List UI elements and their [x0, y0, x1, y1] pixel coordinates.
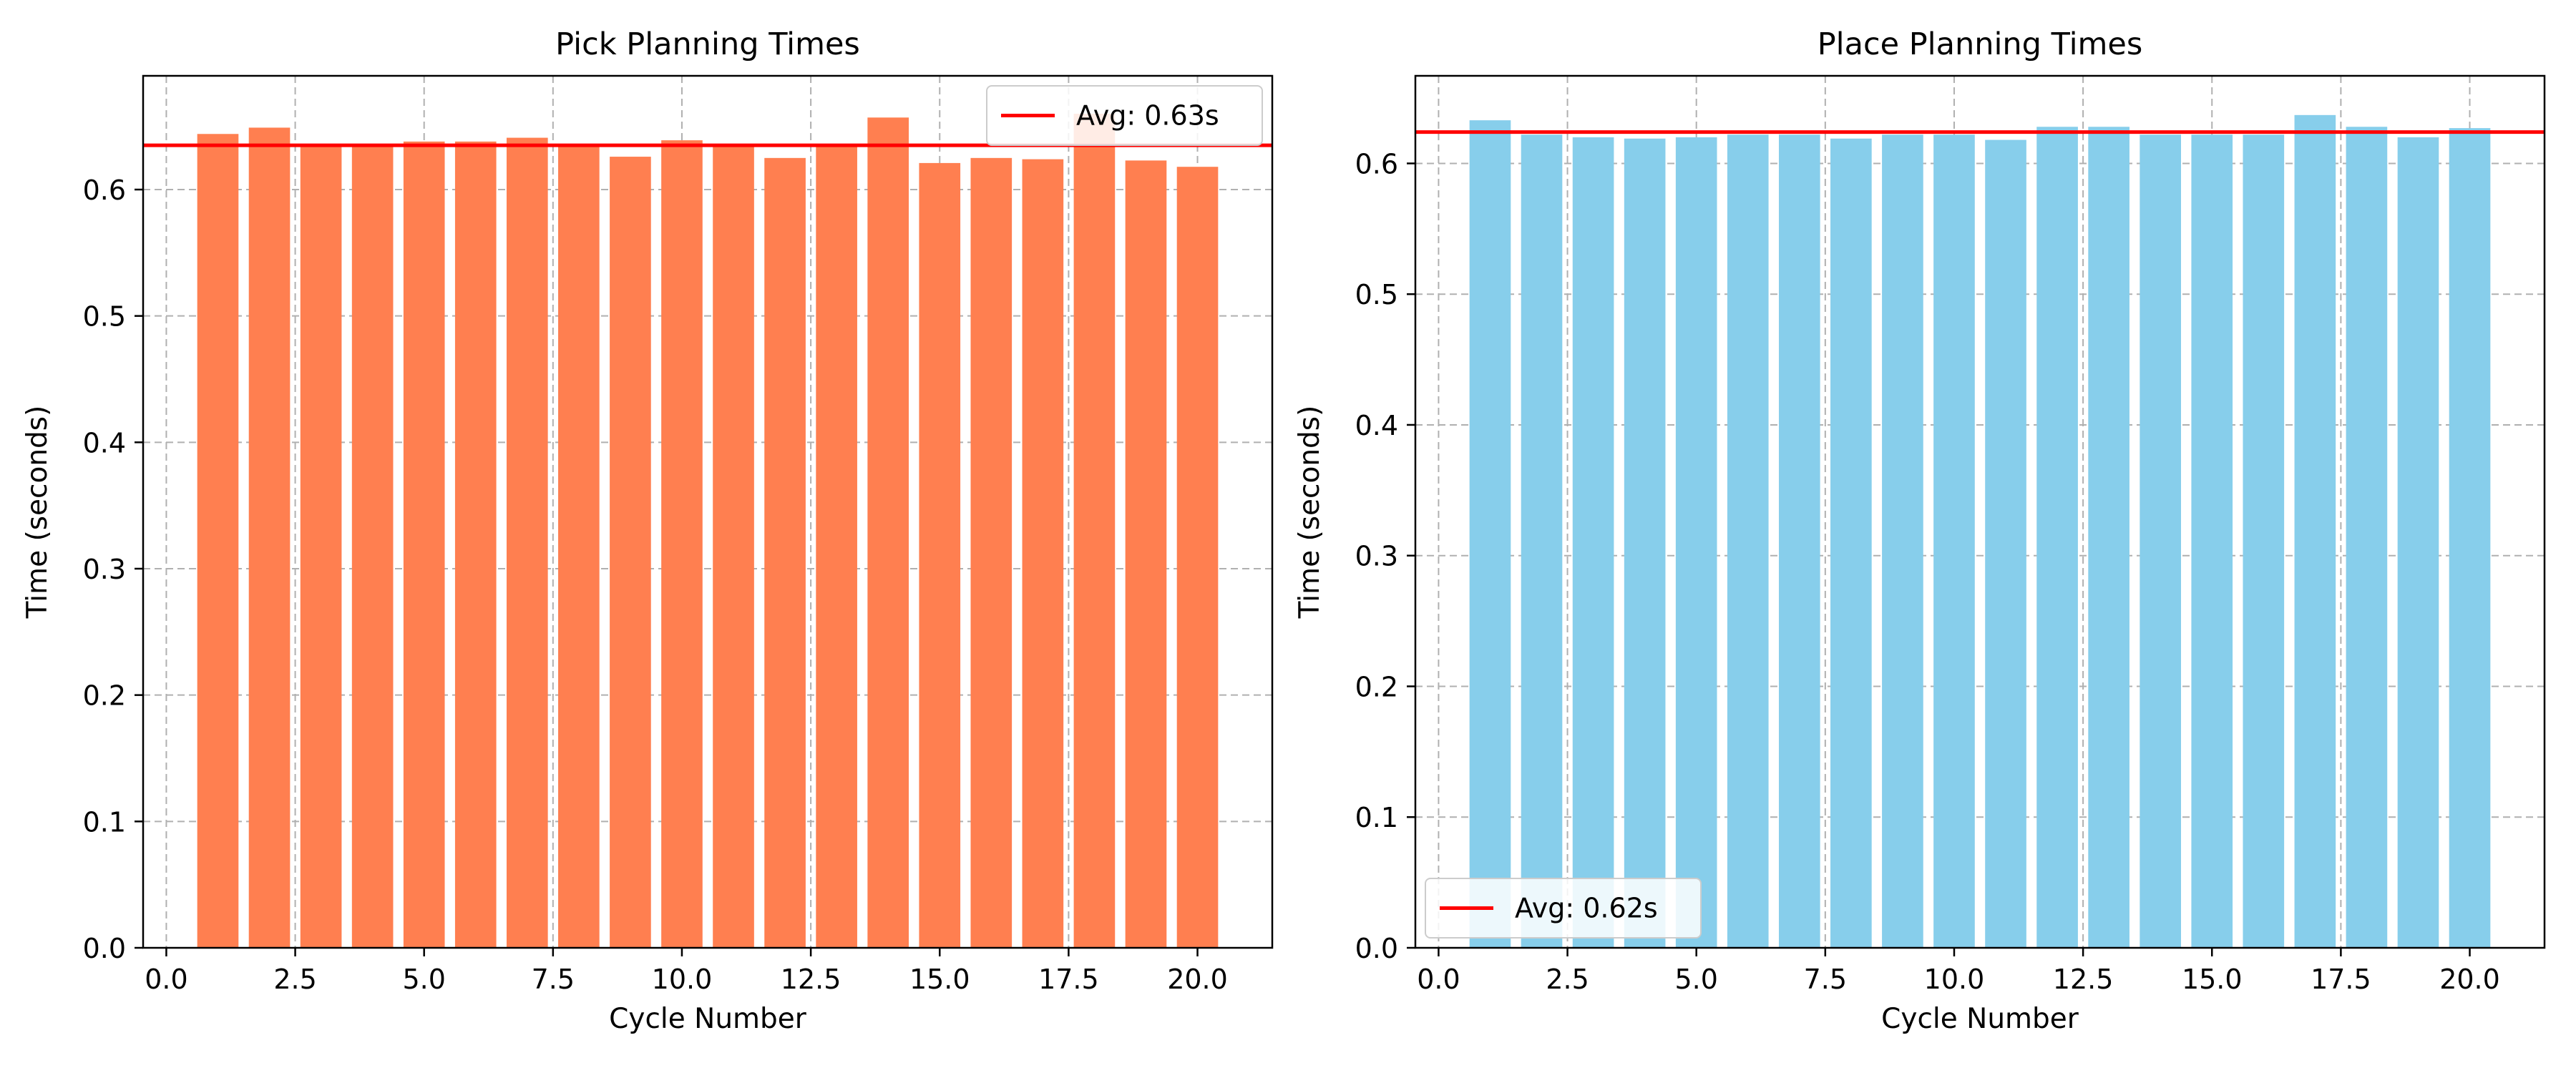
x-axis-label: Cycle Number [1881, 1003, 2079, 1035]
bar [2397, 137, 2439, 949]
bar [1022, 159, 1064, 949]
x-tick-label: 10.0 [1924, 964, 1985, 995]
y-tick-label: 0.4 [1355, 410, 1398, 441]
bar [300, 144, 342, 948]
y-tick-label: 0.1 [83, 806, 126, 838]
x-tick-label: 15.0 [2182, 964, 2243, 995]
legend-label: Avg: 0.62s [1515, 893, 1658, 924]
y-tick-label: 0.3 [1355, 541, 1398, 572]
x-tick-label: 0.0 [145, 964, 187, 995]
bar [1572, 137, 1614, 949]
legend: Avg: 0.63s [986, 85, 1263, 146]
plot-area: 0.0 2.5 5.0 7.5 10.0 12.5 15.0 17.5 20.0 0.0 0.1 0.… [1355, 74, 2546, 995]
bar [506, 137, 548, 949]
legend: Avg: 0.62s [1425, 878, 1702, 939]
x-axis-label: Cycle Number [609, 1003, 807, 1035]
bar [2449, 128, 2491, 948]
bar [1624, 138, 1666, 949]
bar [1727, 134, 1769, 949]
bar [2036, 127, 2078, 948]
bar [2346, 127, 2388, 948]
bar [1882, 134, 1923, 949]
bar [970, 157, 1013, 948]
bar [197, 134, 239, 949]
bar [1830, 138, 1872, 949]
y-tick-label: 0.4 [83, 427, 126, 459]
bar [919, 162, 961, 948]
x-tick-label: 5.0 [402, 964, 445, 995]
pick-planning-chart: Pick Planning Times Cycle Number Time (s… [21, 26, 1274, 1035]
x-tick-label: 17.5 [1038, 964, 1099, 995]
bar [867, 117, 909, 948]
bar [2294, 114, 2336, 948]
axes-frame [1414, 74, 2546, 949]
bar [558, 145, 600, 949]
bar [1176, 167, 1219, 949]
x-tick-label: 12.5 [781, 964, 841, 995]
legend-box [986, 85, 1263, 146]
bar [454, 141, 497, 948]
x-tick-label: 12.5 [2053, 964, 2114, 995]
bar [1073, 114, 1116, 948]
bar [661, 140, 703, 949]
plot-area: 0.0 2.5 5.0 7.5 10.0 12.5 15.0 17.5 20.0 0.0 0.1 0.… [83, 74, 1274, 995]
bar [1521, 134, 1563, 949]
bar [1125, 160, 1167, 948]
bar [351, 145, 394, 949]
x-tick-label: 2.5 [1546, 964, 1589, 995]
legend-box [1425, 878, 1702, 939]
y-tick-label: 0.0 [83, 933, 126, 964]
bar [2140, 134, 2182, 949]
y-tick-label: 0.1 [1355, 802, 1398, 833]
y-tick-label: 0.2 [83, 680, 126, 712]
x-tick-label: 0.0 [1417, 964, 1460, 995]
bar [1933, 134, 1975, 949]
bar [1985, 139, 2026, 948]
y-axis-label: Time (seconds) [1294, 406, 1326, 619]
place-planning-chart: Place Planning Times Cycle Number Time (… [1294, 26, 2546, 1035]
y-tick-label: 0.6 [83, 175, 126, 206]
y-tick-label: 0.6 [1355, 148, 1398, 180]
y-tick-label: 0.5 [1355, 279, 1398, 310]
y-tick-label: 0.3 [83, 554, 126, 585]
x-tick-label: 7.5 [1804, 964, 1847, 995]
y-axis-label: Time (seconds) [21, 406, 54, 619]
bar [403, 141, 445, 948]
bar [2088, 127, 2129, 948]
bar [713, 145, 754, 949]
x-tick-label: 15.0 [909, 964, 970, 995]
bar [2191, 134, 2233, 949]
y-tick-label: 0.5 [83, 301, 126, 333]
x-tick-label: 7.5 [532, 964, 575, 995]
bar [816, 145, 857, 949]
y-tick-label: 0.2 [1355, 671, 1398, 702]
bar [1675, 137, 1717, 949]
y-tick-label: 0.0 [1355, 933, 1398, 964]
x-tick-label: 5.0 [1674, 964, 1717, 995]
chart-title: Place Planning Times [1818, 26, 2143, 62]
x-tick-label: 17.5 [2311, 964, 2371, 995]
legend-label: Avg: 0.63s [1076, 100, 1219, 132]
bar [248, 127, 291, 948]
x-tick-label: 20.0 [1167, 964, 1228, 995]
bar [610, 157, 651, 949]
bar [1469, 120, 1511, 948]
chart-title: Pick Planning Times [555, 26, 860, 62]
x-tick-label: 2.5 [273, 964, 316, 995]
bar [2243, 134, 2285, 949]
bar [1778, 134, 1820, 949]
bar [764, 157, 806, 948]
x-tick-label: 10.0 [652, 964, 713, 995]
x-tick-label: 20.0 [2439, 964, 2500, 995]
axes-frame [142, 74, 1274, 949]
